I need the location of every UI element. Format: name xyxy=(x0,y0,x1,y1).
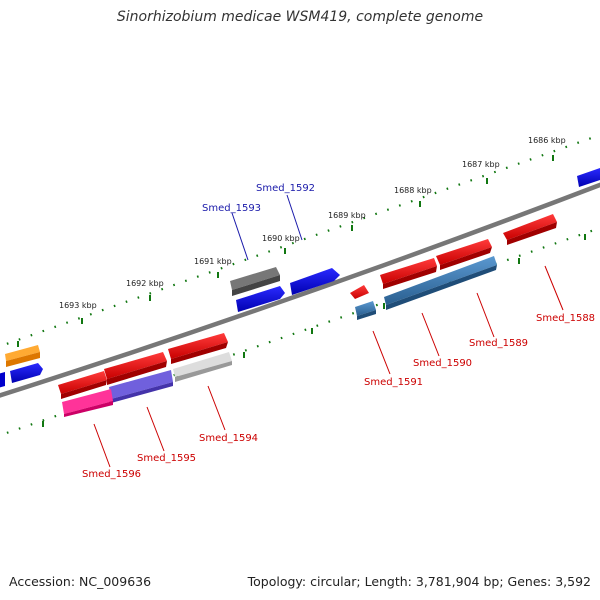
gene-orange-left[interactable] xyxy=(5,345,40,367)
gene-label-smed-1594[interactable]: Smed_1594 xyxy=(199,433,258,444)
gene-smed-1588[interactable] xyxy=(503,214,557,245)
topology-text: Topology: circular; Length: 3,781,904 bp… xyxy=(247,574,591,589)
gene-steelblue-long[interactable] xyxy=(384,256,497,310)
gene-label-smed-1593[interactable]: Smed_1593 xyxy=(202,203,261,214)
gene-label-smed-1592[interactable]: Smed_1592 xyxy=(256,183,315,194)
gene-blue-1593b[interactable] xyxy=(236,286,285,312)
gene-smed-1596[interactable] xyxy=(58,371,107,399)
kbp-label-1692: 1692 kbp xyxy=(126,279,164,288)
gene-blue-right[interactable] xyxy=(577,168,600,187)
kbp-label-1687: 1687 kbp xyxy=(462,160,500,169)
kbp-label-1691: 1691 kbp xyxy=(194,257,232,266)
kbp-label-1693: 1693 kbp xyxy=(59,301,97,310)
gene-smed-1595-purple[interactable] xyxy=(109,370,173,403)
gene-red-small[interactable] xyxy=(350,285,369,299)
gene-smed-1590[interactable] xyxy=(380,258,437,289)
gene-smed-1592[interactable] xyxy=(290,268,340,295)
map-title: Sinorhizobium medicae WSM419, complete g… xyxy=(116,9,484,25)
kbp-label-1690: 1690 kbp xyxy=(262,234,300,243)
gene-smed-1589[interactable] xyxy=(436,239,492,270)
gene-label-smed-1596[interactable]: Smed_1596 xyxy=(82,469,141,480)
gene-smed-1593[interactable] xyxy=(230,267,280,296)
gene-smed-1594-gray[interactable] xyxy=(173,352,232,382)
leader-lines xyxy=(93,194,564,468)
kbp-label-1686: 1686 kbp xyxy=(528,136,566,145)
gene-smed-1595[interactable] xyxy=(104,352,167,385)
accession-text: Accession: NC_009636 xyxy=(9,574,152,589)
kbp-label-1688: 1688 kbp xyxy=(394,186,432,195)
upper-major-ticks xyxy=(17,155,554,347)
kbp-label-1689: 1689 kbp xyxy=(328,211,366,220)
gene-blue-left[interactable] xyxy=(0,363,43,388)
gene-label-smed-1595[interactable]: Smed_1595 xyxy=(137,453,196,464)
genome-backbone xyxy=(0,182,600,398)
gene-label-smed-1589[interactable]: Smed_1589 xyxy=(469,338,528,349)
gene-smed-1596-magenta[interactable] xyxy=(62,389,113,417)
gene-smed-1591[interactable] xyxy=(355,301,376,320)
gene-label-smed-1591[interactable]: Smed_1591 xyxy=(364,377,423,388)
gene-smed-1594[interactable] xyxy=(168,333,228,364)
gene-label-smed-1590[interactable]: Smed_1590 xyxy=(413,358,472,369)
gene-label-smed-1588[interactable]: Smed_1588 xyxy=(536,313,595,324)
